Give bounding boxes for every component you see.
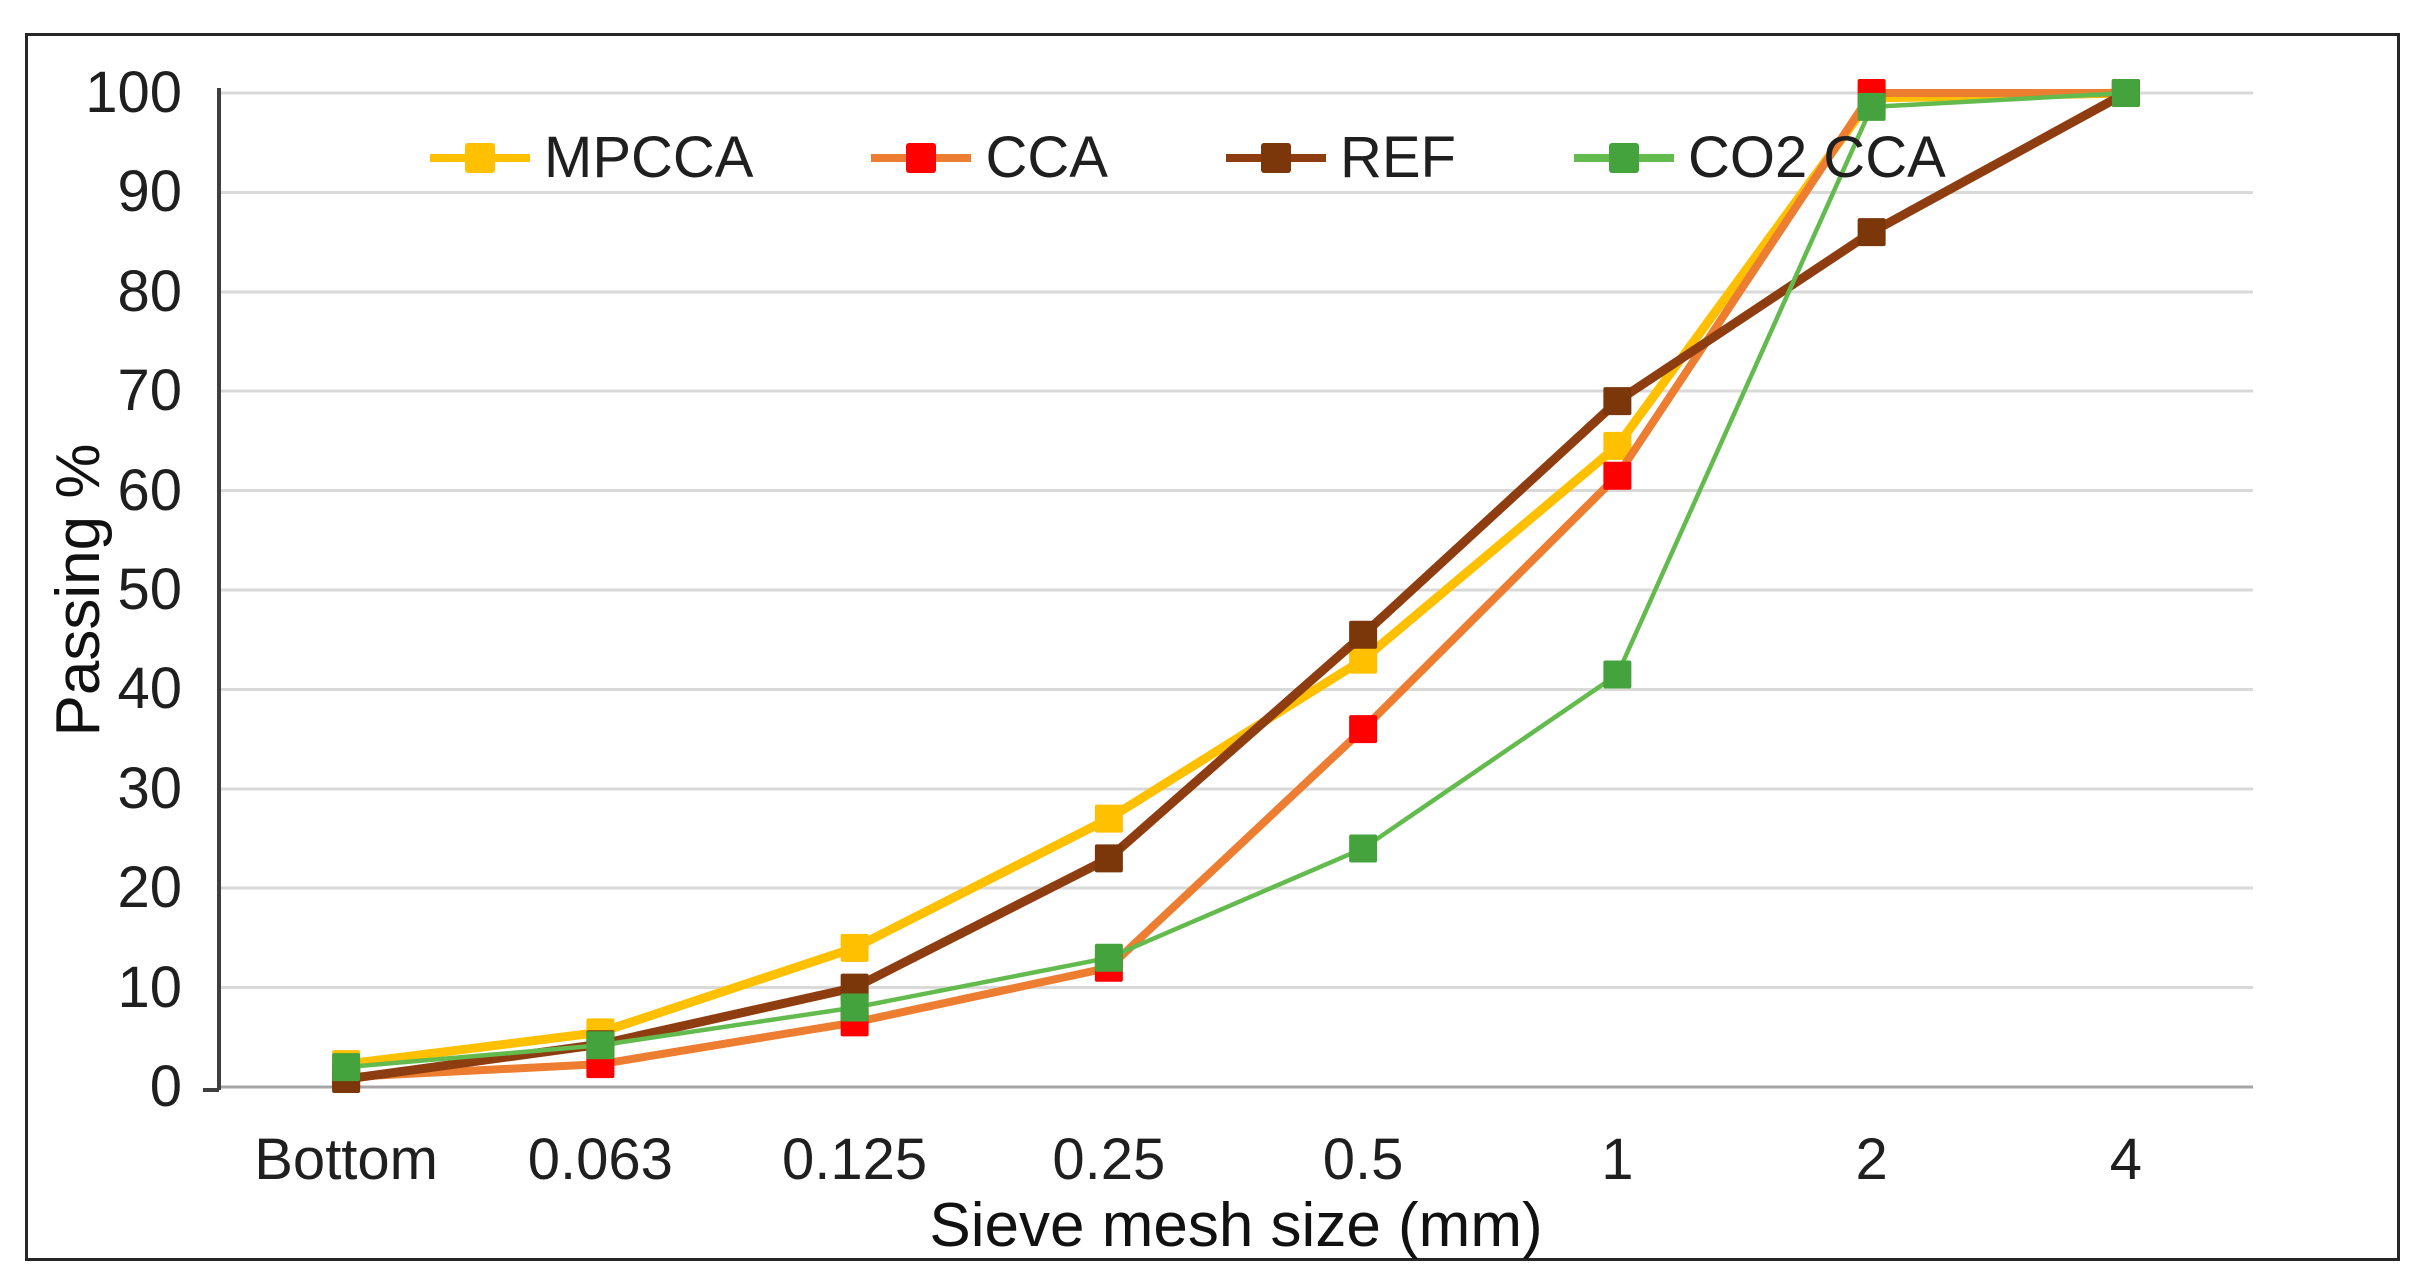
x-tick-label-1: 1 [1601, 1127, 1634, 1192]
marker-MPCCA-1 [1603, 431, 1632, 460]
marker-CO2 CCA-4 [2111, 79, 2140, 107]
marker-CO2 CCA-0.25 [1094, 943, 1123, 972]
legend-item-CO2 CCA: CO2 CCA [1573, 124, 1946, 192]
marker-CO2 CCA-0.063 [586, 1031, 615, 1060]
y-tick-label-100: 100 [85, 60, 182, 125]
legend-swatch-icon [871, 141, 972, 175]
y-tick-label-80: 80 [117, 258, 182, 324]
marker-CO2 CCA-Bottom [332, 1053, 361, 1082]
legend-label: MPCCA [544, 125, 754, 190]
x-tick-label-Bottom: Bottom [254, 1127, 438, 1192]
x-axis-title: Sieve mesh size (mm) [929, 1191, 1543, 1260]
marker-REF-0.5 [1349, 620, 1378, 649]
marker-MPCCA-0.25 [1094, 804, 1123, 833]
x-tick-label-0.063: 0.063 [527, 1127, 673, 1192]
legend-item-REF: REF [1225, 124, 1456, 192]
y-tick-label-20: 20 [117, 855, 182, 921]
x-tick-label-0.25: 0.25 [1052, 1127, 1166, 1192]
y-tick-label-30: 30 [117, 755, 182, 821]
legend-item-MPCCA: MPCCA [430, 124, 753, 192]
marker-CO2 CCA-2 [1857, 92, 1886, 121]
y-axis-title: Passing % [44, 443, 113, 737]
legend-label: CCA [985, 125, 1108, 190]
x-tick-label-4: 4 [2109, 1127, 2142, 1192]
marker-CO2 CCA-1 [1603, 660, 1632, 689]
marker-REF-1 [1603, 387, 1632, 416]
y-tick-label-40: 40 [117, 656, 182, 722]
series-line-REF [341, 88, 2131, 1084]
legend-marker-icon [1260, 143, 1291, 173]
y-tick-label-50: 50 [117, 557, 182, 622]
y-tick-label-90: 90 [117, 159, 182, 225]
legend-swatch-icon [1573, 141, 1674, 175]
legend-marker-icon [465, 143, 495, 173]
y-tick-label-10: 10 [117, 954, 182, 1020]
chart-legend: MPCCA CCA REF CO2 CCA [430, 118, 1946, 198]
marker-CO2 CCA-0.125 [840, 993, 869, 1022]
marker-CCA-0.5 [1349, 715, 1378, 744]
marker-CCA-1 [1603, 461, 1632, 490]
legend-label: CO2 CCA [1687, 125, 1946, 190]
marker-REF-2 [1857, 218, 1886, 247]
x-tick-label-0.5: 0.5 [1322, 1127, 1404, 1192]
marker-CO2 CCA-0.5 [1349, 834, 1378, 863]
legend-swatch-icon [430, 141, 530, 175]
y-tick-label-60: 60 [117, 457, 182, 523]
marker-MPCCA-0.125 [840, 933, 869, 962]
legend-marker-icon [906, 143, 937, 173]
series-line-CCA [342, 89, 2130, 1082]
legend-item-CCA: CCA [871, 124, 1108, 192]
legend-marker-icon [1608, 143, 1639, 173]
x-tick-label-2: 2 [1855, 1127, 1888, 1192]
marker-REF-0.25 [1094, 844, 1123, 873]
marker-MPCCA-0.5 [1349, 645, 1378, 674]
legend-swatch-icon [1225, 141, 1326, 175]
y-tick-label-0: 0 [149, 1054, 182, 1119]
x-tick-label-0.125: 0.125 [782, 1127, 928, 1192]
y-tick-label-70: 70 [117, 358, 182, 424]
series-line-CO2 CCA [343, 90, 2129, 1070]
legend-label: REF [1339, 125, 1456, 190]
